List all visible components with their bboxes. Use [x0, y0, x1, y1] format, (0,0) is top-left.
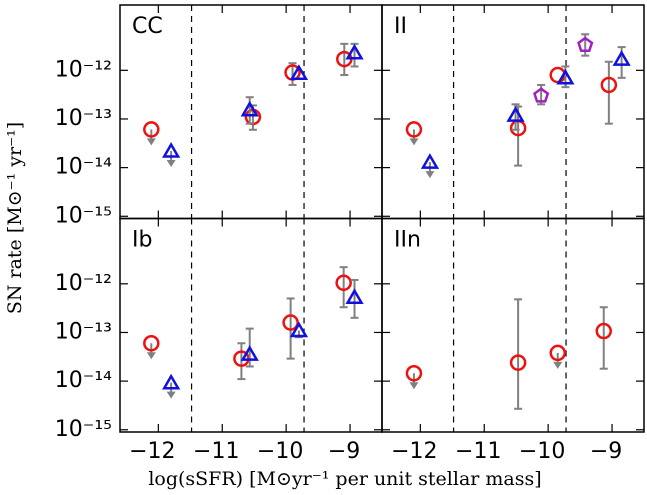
panel-title: II: [394, 14, 407, 39]
point: [345, 43, 364, 60]
point: [240, 345, 259, 361]
point: [612, 50, 631, 66]
x-tick-label: −10: [519, 439, 565, 464]
point: [533, 87, 550, 103]
x-tick-label: −12: [129, 439, 175, 464]
panel-title: Ib: [132, 228, 152, 253]
point: [405, 365, 423, 382]
upper-limit-arrow: [409, 138, 419, 146]
y-tick-label: 10⁻¹⁴: [55, 368, 112, 393]
point: [556, 68, 575, 85]
point: [282, 314, 299, 331]
point: [162, 142, 181, 158]
panel-frame: [381, 217, 645, 433]
y-tick-label: 10⁻¹⁵: [55, 203, 112, 228]
point: [143, 335, 160, 352]
y-tick-label: 10⁻¹⁵: [55, 417, 112, 442]
y-axis-label: SN rate [M⊙⁻¹ yr⁻¹]: [4, 122, 26, 314]
upper-limit-arrow: [146, 352, 156, 360]
point: [240, 100, 259, 117]
upper-limit-arrow: [166, 159, 176, 167]
y-tick-label: 10⁻¹²: [55, 271, 112, 296]
upper-limit-arrow: [146, 138, 156, 146]
upper-limit-arrow: [553, 361, 563, 369]
point: [549, 344, 566, 362]
y-tick-label: 10⁻¹³: [55, 106, 112, 131]
point: [600, 76, 618, 94]
point: [143, 121, 160, 138]
x-tick-label: −9: [328, 439, 360, 464]
upper-limit-arrow: [409, 382, 419, 390]
upper-limit-arrow: [166, 391, 176, 399]
point: [345, 288, 364, 304]
point: [509, 354, 527, 371]
y-tick-label: 10⁻¹⁴: [55, 155, 112, 180]
x-tick-label: −11: [455, 439, 501, 464]
panel-frame: [119, 217, 383, 433]
upper-limit-arrow: [425, 171, 435, 179]
point: [506, 106, 525, 122]
point: [405, 121, 423, 138]
x-tick-label: −10: [257, 439, 303, 464]
point: [289, 64, 309, 81]
point: [577, 36, 594, 52]
point: [420, 153, 440, 169]
point: [335, 274, 352, 292]
x-axis-label: log(sSFR) [M⊙yr⁻¹ per unit stellar mass]: [148, 468, 541, 490]
point: [162, 373, 181, 390]
x-tick-label: −12: [391, 439, 437, 464]
y-tick-label: 10⁻¹³: [55, 319, 112, 344]
y-tick-label: 10⁻¹²: [55, 57, 112, 82]
point: [595, 322, 612, 340]
x-tick-label: −9: [590, 439, 622, 464]
x-tick-label: −11: [193, 439, 239, 464]
point: [289, 321, 309, 338]
panel-title: CC: [132, 14, 163, 39]
panel-title: IIn: [394, 228, 421, 253]
